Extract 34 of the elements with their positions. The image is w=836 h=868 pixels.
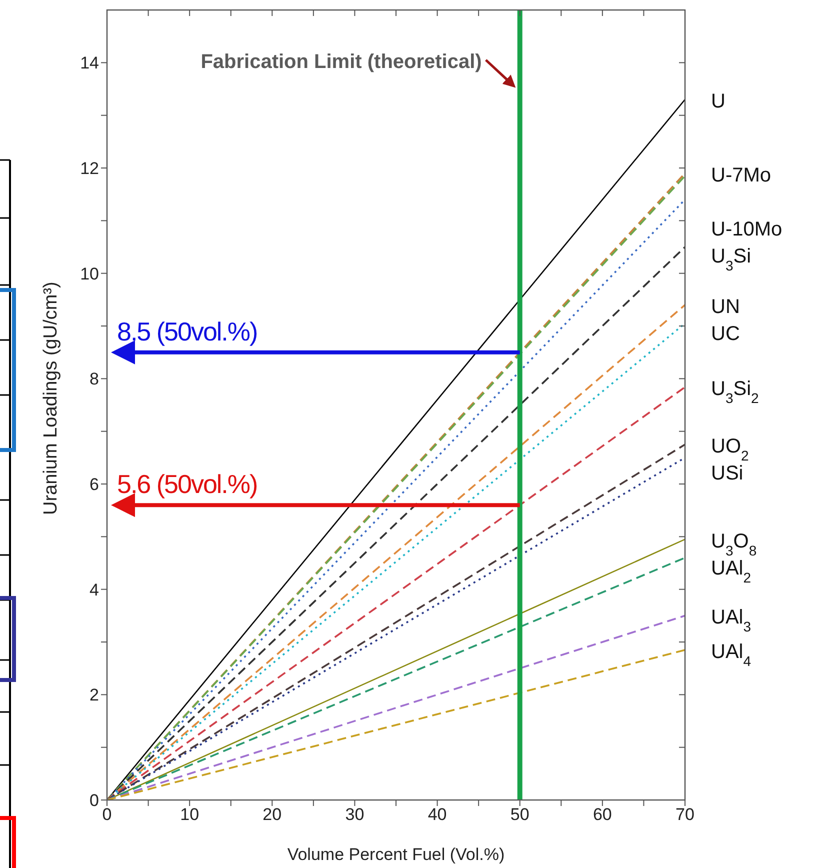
- series-label: UN: [711, 296, 740, 318]
- x-tick-label: 0: [102, 805, 112, 824]
- series-label: UAl$_{2}$: [711, 557, 752, 586]
- series-label: U: [711, 90, 726, 113]
- ref-line-label: 8.5 (50vol.%): [117, 316, 258, 346]
- y-tick-label: 6: [90, 475, 99, 494]
- series-label: U$_{3}$Si$_{2}$: [711, 378, 760, 406]
- series-label: U$_{3}$Si: [711, 245, 752, 274]
- y-tick-label: 0: [90, 791, 99, 810]
- x-tick-label: 20: [262, 805, 282, 824]
- series-label: UAl$_{3}$: [711, 606, 752, 635]
- y-tick-label: 12: [80, 159, 99, 178]
- x-axis-title: Volume Percent Fuel (Vol.%): [287, 845, 505, 864]
- x-tick-label: 50: [510, 805, 530, 824]
- series-label: U-7Mo: [711, 164, 772, 186]
- x-tick-label: 40: [428, 805, 447, 824]
- series-label: UO$_{2}$: [711, 436, 749, 464]
- x-tick-label: 30: [345, 805, 364, 824]
- y-tick-label: 10: [80, 264, 99, 284]
- x-tick-label: 70: [676, 805, 694, 824]
- y-tick-label: 8: [90, 370, 99, 389]
- y-tick-label: 2: [90, 686, 99, 705]
- y-axis-title: Uranium Loadings (gU/cm³): [40, 282, 62, 515]
- series-label: UC: [711, 322, 740, 345]
- ref-line-label: 5.6 (50vol.%): [117, 469, 258, 500]
- y-tick-label: 4: [90, 580, 99, 600]
- x-tick-label: 10: [180, 805, 200, 824]
- series-label: USi: [711, 462, 744, 484]
- series-label: UAl$_{4}$: [711, 640, 752, 669]
- x-tick-label: 60: [592, 805, 612, 824]
- y-tick-label: 14: [80, 54, 99, 73]
- ref-line-label: Fabrication Limit (theoretical): [200, 51, 482, 73]
- series-label: U-10Mo: [711, 218, 782, 240]
- series-label: U$_{3}$O$_{8}$: [711, 530, 757, 558]
